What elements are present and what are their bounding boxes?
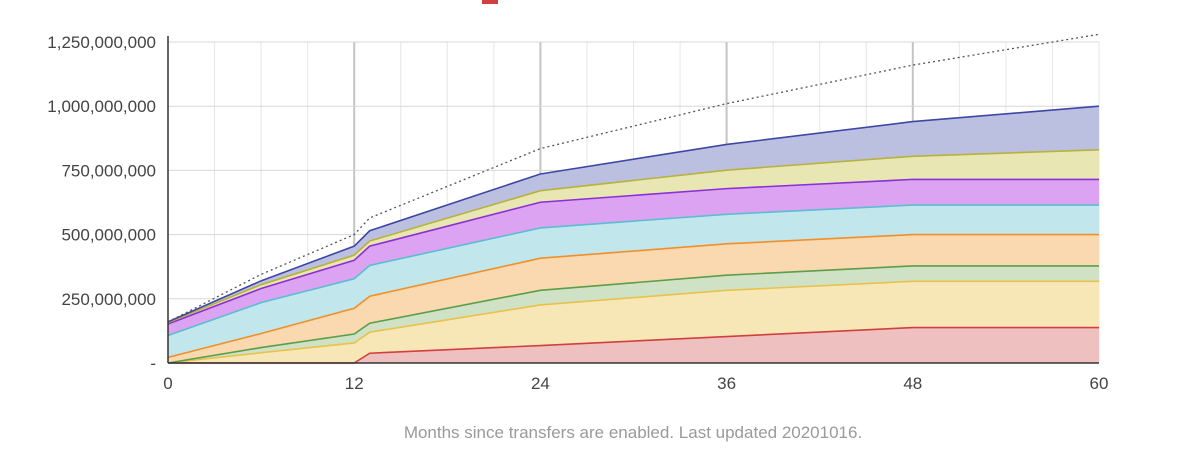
series-lines	[167, 105, 1100, 364]
area-series-7-line	[167, 149, 1100, 324]
x-tick-label: 0	[163, 374, 172, 393]
area-series-3	[168, 265, 1099, 363]
y-tick-label: -	[150, 354, 156, 373]
area-series-4	[168, 234, 1099, 363]
area-series	[168, 106, 1099, 363]
legend-swatch	[482, 0, 498, 4]
y-tick-label: 1,000,000,000	[47, 97, 156, 116]
area-series-8	[168, 106, 1099, 323]
axes	[167, 36, 1099, 364]
x-axis-label: Months since transfers are enabled. Last…	[404, 423, 862, 442]
area-series-3-line	[167, 265, 1099, 364]
x-tick-label: 12	[345, 374, 364, 393]
area-series-8-line	[167, 105, 1100, 323]
area-series-6	[168, 179, 1099, 336]
y-tick-label: 500,000,000	[61, 226, 156, 245]
area-series-4-line	[167, 233, 1099, 359]
y-tick-label: 750,000,000	[61, 161, 156, 180]
area-series-2-line	[167, 280, 1099, 364]
area-series-5	[168, 205, 1099, 358]
y-tick-label: 1,250,000,000	[47, 33, 156, 52]
reference-line	[167, 33, 1100, 323]
x-tick-label: 48	[903, 374, 922, 393]
area-series-2	[168, 281, 1099, 363]
area-series-6-line	[167, 178, 1099, 325]
y-tick-label: 250,000,000	[61, 290, 156, 309]
x-tick-label: 36	[717, 374, 736, 393]
y-tick-labels: - 250,000,000 500,000,000 750,000,000 1,000,…	[47, 33, 156, 373]
x-tick-label: 24	[531, 374, 550, 393]
reference-line-group	[167, 33, 1100, 323]
x-tick-label: 60	[1090, 374, 1109, 393]
area-series-5-line	[167, 204, 1099, 337]
x-tick-labels: 0 12 24 36 48 60	[163, 374, 1108, 393]
area-series-7	[168, 149, 1099, 324]
area-series-1	[168, 327, 1099, 363]
